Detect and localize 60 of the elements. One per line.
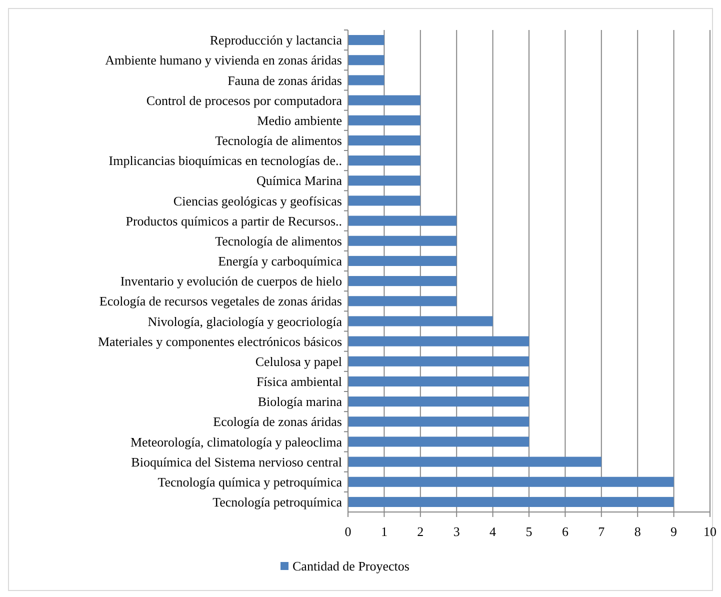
bar [348,396,529,407]
bar [348,296,457,306]
y-tick-label: Materiales y componentes electrónicos básicos [98,334,342,349]
y-tick-label: Reproducción y lactancia [210,32,342,48]
bar [348,436,529,447]
x-tick-label: 2 [417,524,424,539]
legend-label: Cantidad de Proyectos [292,558,410,574]
x-tick-label: 7 [598,524,606,539]
bar [348,135,420,146]
bar [348,376,529,386]
x-tick-label: 3 [453,524,460,539]
bar [348,316,493,326]
y-tick-label: Control de procesos por computadora [146,92,342,108]
x-tick-label: 8 [634,524,641,539]
bar [348,156,420,166]
bar [348,476,674,487]
y-tick-label: Inventario y evolución de cuerpos de hielo [120,274,342,289]
x-tick-label: 0 [344,524,352,539]
y-tick-label: Ecología de zonas áridas [213,414,342,430]
bar [348,95,420,106]
y-tick-label: Bioquímica del Sistema nervioso central [131,454,342,470]
bar [348,336,529,346]
bar [348,196,420,206]
bar [348,75,384,86]
y-tick-label: Física ambiental [256,374,342,390]
y-tick-label: Ambiente humano y vivienda en zonas áridas [105,52,342,68]
x-tick-label: 5 [526,524,532,539]
y-tick-label: Ecología de recursos vegetales de zonas áridas [99,294,342,309]
bar [348,356,529,366]
x-tick-label: 1 [380,524,388,539]
y-tick-label: Celulosa y papel [255,354,342,369]
y-tick-label: Tecnología química y petroquímica [158,474,342,490]
y-tick-label: Biología marina [258,394,342,410]
bar [348,55,384,66]
x-tick-label: 4 [490,524,497,539]
bar [348,276,457,286]
bar [348,115,420,126]
y-tick-label: Tecnología de alimentos [215,133,342,148]
bar [348,416,529,427]
x-tick-label: 6 [562,524,569,539]
y-tick-label: Productos químicos a partir de Recursos.. [126,213,342,228]
bar [348,456,602,467]
y-tick-label: Fauna de zonas áridas [228,72,342,88]
y-tick-label: Medio ambiente [257,112,342,128]
bar [348,496,674,507]
y-tick-label: Nivología, glaciología y geocriología [148,314,342,329]
bar [348,256,457,266]
bar [348,176,420,186]
y-tick-label: Implicancias bioquímicas en tecnologías de.. [108,153,342,168]
x-tick-label: 9 [670,524,678,539]
y-tick-label: Ciencias geológicas y geofísicas [173,193,342,208]
y-tick-label: Tecnología petroquímica [212,494,342,510]
y-tick-label: Tecnología de alimentos [215,233,342,248]
y-tick-label: Meteorología, climatología y paleoclima [130,434,342,450]
y-tick-label: Química Marina [256,173,342,188]
bar [348,35,384,46]
bar [348,236,457,246]
y-tick-label: Energía y carboquímica [218,254,342,269]
bar [348,216,457,226]
x-tick-label: 10 [704,524,716,539]
